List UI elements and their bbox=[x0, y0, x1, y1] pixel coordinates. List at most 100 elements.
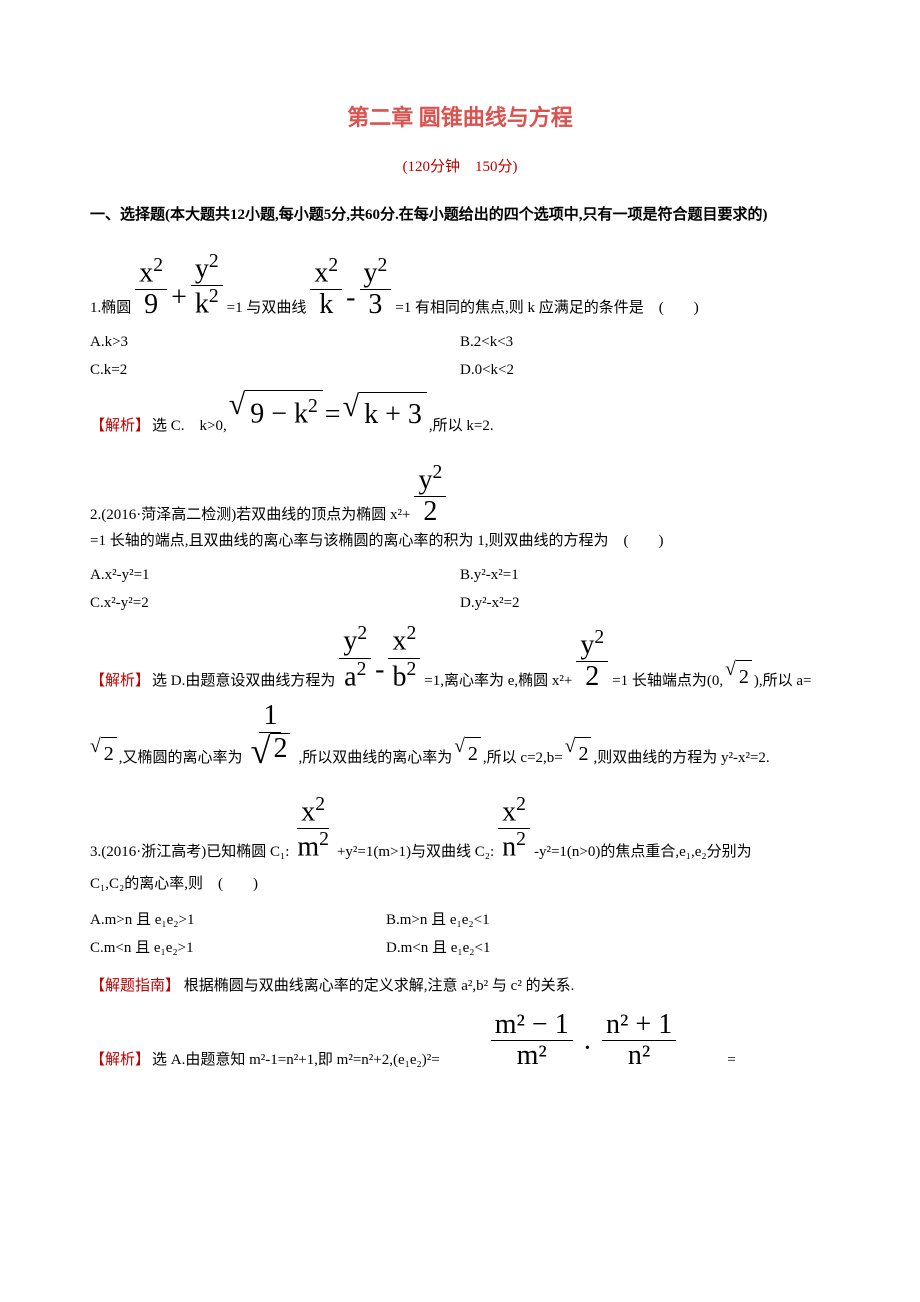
analysis-text: ,所以双曲线的离心率为 bbox=[298, 746, 452, 770]
option-a: A.k>3 bbox=[90, 328, 460, 356]
frac-num: x bbox=[139, 257, 153, 288]
frac-num: 1 bbox=[259, 701, 281, 733]
analysis-text: 选 A.由题意知 m²-1=n²+1,即 m²=n²+2,(e₁e₂)²= bbox=[152, 1048, 440, 1072]
option-b: B.2<k<3 bbox=[460, 328, 830, 356]
eq: = bbox=[325, 393, 341, 438]
sqrt-body: 2 bbox=[270, 733, 290, 769]
option-a: A.m>n 且 e₁e₂>1 bbox=[90, 906, 386, 934]
fraction: n² + 1 n² bbox=[602, 1010, 676, 1073]
option-d: D.y²-x²=2 bbox=[460, 589, 830, 617]
analysis-text: ,所以 c=2,b= bbox=[483, 746, 563, 770]
q3-mid2: -y²=1(n>0)的焦点重合,e₁,e₂分别为 bbox=[534, 840, 752, 864]
analysis-text: = bbox=[727, 1048, 735, 1072]
frac-num: x bbox=[314, 257, 328, 288]
fraction: x2 n2 bbox=[498, 794, 530, 863]
frac-num: x bbox=[301, 797, 315, 828]
guide-label: 【解题指南】 bbox=[90, 978, 180, 994]
analysis-label: 【解析】 bbox=[90, 1048, 150, 1072]
sqrt-body: k + 3 bbox=[359, 392, 427, 438]
minus: - bbox=[346, 276, 355, 321]
frac-num: n² + 1 bbox=[602, 1010, 676, 1042]
section-header: 一、选择题(本大题共12小题,每小题5分,共60分.在每小题给出的四个选项中,只… bbox=[90, 203, 830, 227]
analysis-suffix: ,所以 k=2. bbox=[429, 414, 494, 438]
analysis-text: 选 C. k>0, bbox=[152, 414, 227, 438]
frac-den: b bbox=[392, 661, 406, 692]
minus: - bbox=[375, 648, 384, 693]
guide-text: 根据椭圆与双曲线离心率的定义求解,注意 a²,b² 与 c² 的关系. bbox=[184, 978, 575, 994]
frac-den: n bbox=[502, 832, 516, 863]
frac-den: 9 bbox=[140, 290, 162, 321]
frac-den: 2 bbox=[581, 662, 603, 693]
option-c: C.x²-y²=2 bbox=[90, 589, 460, 617]
sqrt: √ 9 − k2 bbox=[229, 390, 323, 437]
sqrt: √2 bbox=[90, 737, 117, 770]
fraction: y2 a2 bbox=[339, 623, 371, 692]
sqrt: √2 bbox=[454, 737, 481, 770]
frac-num: y bbox=[195, 254, 209, 285]
sqrt: √2 bbox=[250, 733, 290, 769]
analysis-text: ),所以 a= bbox=[754, 669, 812, 693]
exam-timing: (120分钟 150分) bbox=[90, 155, 830, 179]
q2-suffix: =1 长轴的端点,且双曲线的离心率与该椭圆的离心率的积为 1,则双曲线的方程为 … bbox=[90, 529, 663, 553]
frac-den: a bbox=[344, 661, 356, 692]
sqrt: √2 bbox=[565, 737, 592, 770]
chapter-title: 第二章 圆锥曲线与方程 bbox=[90, 100, 830, 135]
fraction: x2 m2 bbox=[293, 794, 333, 863]
question-1: 1.椭圆 x2 9 + y2 k2 =1 与双曲线 x2 k - y2 3 =1… bbox=[90, 251, 830, 437]
frac-num: x bbox=[502, 797, 516, 828]
fraction: y2 2 bbox=[414, 462, 446, 528]
option-a: A.x²-y²=1 bbox=[90, 561, 460, 589]
sqrt-body: 2 bbox=[101, 737, 117, 770]
fraction: x2 9 bbox=[135, 255, 167, 321]
question-2: 2.(2016·菏泽高二检测)若双曲线的顶点为椭圆 x²+ y2 2 =1 长轴… bbox=[90, 462, 830, 771]
sqrt-body: 2 bbox=[465, 737, 481, 770]
sqrt: √2 bbox=[725, 660, 752, 693]
analysis-text: ,则双曲线的方程为 y²-x²=2. bbox=[593, 746, 769, 770]
frac-den: m² bbox=[513, 1041, 551, 1072]
frac-den: m bbox=[297, 832, 319, 863]
frac-den: k bbox=[315, 290, 337, 321]
analysis-label: 【解析】 bbox=[90, 414, 150, 438]
fraction: y2 k2 bbox=[191, 251, 223, 320]
option-c: C.k=2 bbox=[90, 356, 460, 384]
q3-mid: +y²=1(m>1)与双曲线 C₂: bbox=[337, 840, 494, 864]
frac-num: y bbox=[580, 629, 594, 660]
analysis-label: 【解析】 bbox=[90, 669, 150, 693]
fraction: x2 b2 bbox=[388, 623, 420, 692]
analysis-text: =1 长轴端点为(0, bbox=[612, 669, 723, 693]
q1-prefix: 1.椭圆 bbox=[90, 296, 131, 320]
frac-den: 3 bbox=[364, 290, 386, 321]
sqrt-body: 2 bbox=[736, 660, 752, 693]
option-b: B.m>n 且 e₁e₂<1 bbox=[386, 906, 830, 934]
q1-suffix: =1 有相同的焦点,则 k 应满足的条件是 ( ) bbox=[395, 296, 698, 320]
fraction: x2 k bbox=[310, 255, 342, 321]
frac-den: k bbox=[195, 289, 209, 320]
dot: · bbox=[577, 1027, 598, 1072]
fraction: y2 3 bbox=[360, 255, 392, 321]
option-d: D.0<k<2 bbox=[460, 356, 830, 384]
option-b: B.y²-x²=1 bbox=[460, 561, 830, 589]
frac-num: y bbox=[364, 257, 378, 288]
q1-mid: =1 与双曲线 bbox=[227, 296, 307, 320]
frac-num: y bbox=[418, 464, 432, 495]
fraction: 1 √2 bbox=[246, 701, 294, 771]
option-d: D.m<n 且 e₁e₂<1 bbox=[386, 934, 830, 962]
sqrt-body: 2 bbox=[575, 737, 591, 770]
sqrt: √ k + 3 bbox=[343, 392, 427, 438]
q3-prefix: 3.(2016·浙江高考)已知椭圆 C₁: bbox=[90, 840, 289, 864]
fraction: y2 2 bbox=[576, 627, 608, 693]
question-3: 3.(2016·浙江高考)已知椭圆 C₁: x2 m2 +y²=1(m>1)与双… bbox=[90, 794, 830, 1072]
sqrt-body: 9 − k bbox=[250, 399, 308, 430]
q3-line2: C₁,C₂的离心率,则 ( ) bbox=[90, 872, 830, 896]
analysis-text: =1,离心率为 e,椭圆 x²+ bbox=[424, 669, 572, 693]
option-c: C.m<n 且 e₁e₂>1 bbox=[90, 934, 386, 962]
q2-prefix: 2.(2016·菏泽高二检测)若双曲线的顶点为椭圆 x²+ bbox=[90, 503, 410, 527]
frac-num: m² − 1 bbox=[491, 1010, 573, 1042]
analysis-text: ,又椭圆的离心率为 bbox=[119, 746, 243, 770]
frac-num: x bbox=[392, 626, 406, 657]
frac-num: y bbox=[343, 626, 357, 657]
plus: + bbox=[171, 276, 187, 321]
fraction: m² − 1 m² bbox=[491, 1010, 573, 1073]
frac-den: n² bbox=[624, 1041, 654, 1072]
analysis-text: 选 D.由题意设双曲线方程为 bbox=[152, 669, 335, 693]
